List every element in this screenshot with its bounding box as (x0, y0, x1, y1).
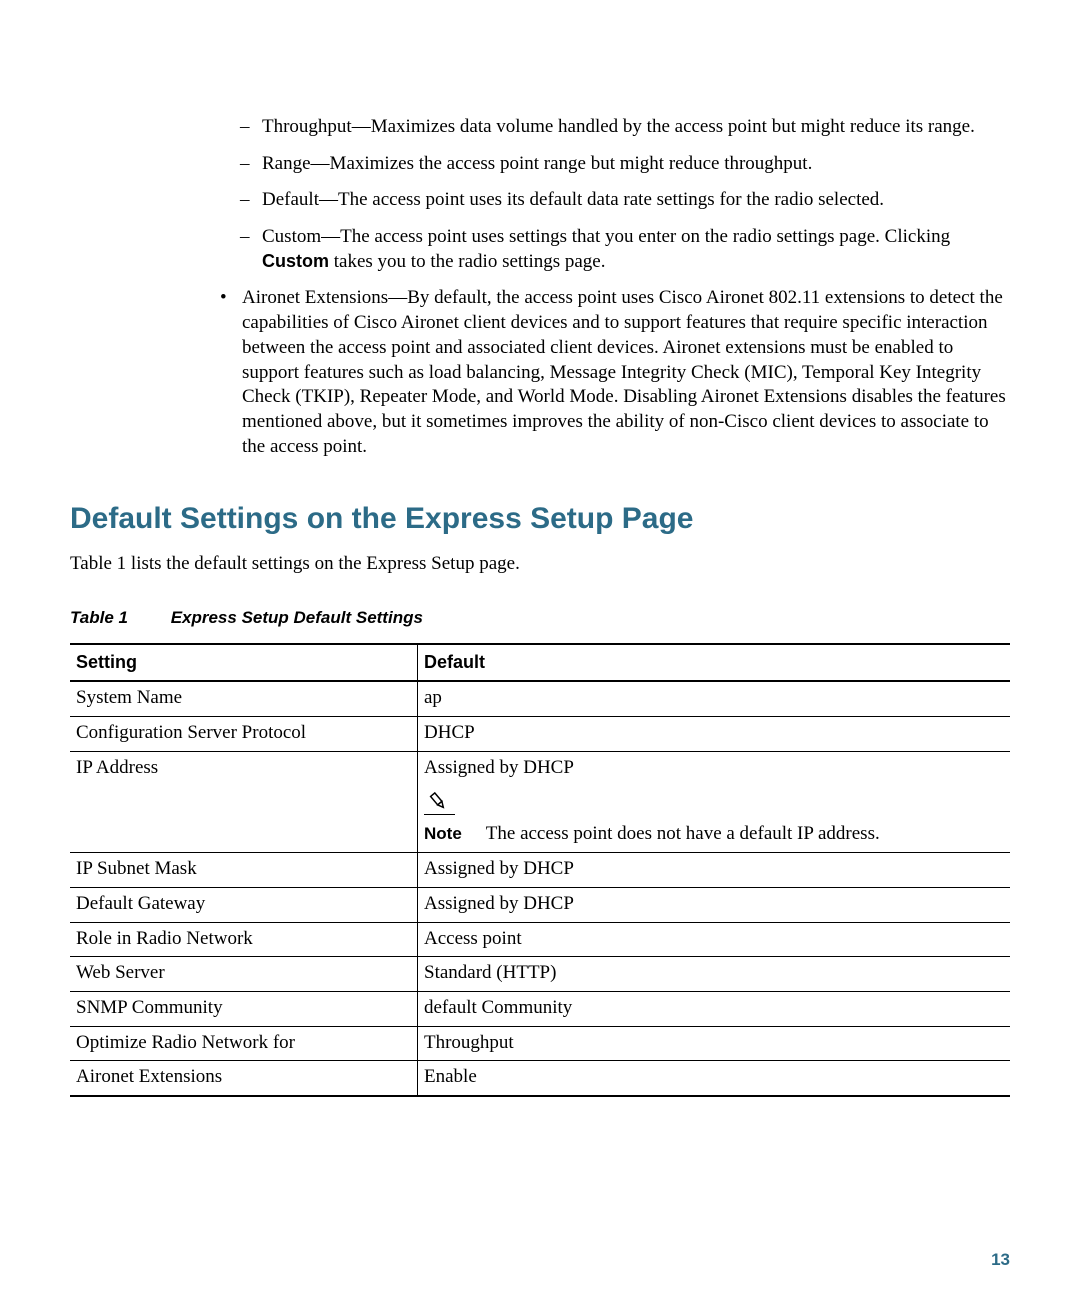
sub-option-tail: takes you to the radio settings page. (329, 251, 606, 272)
table-row: Web Server Standard (HTTP) (70, 957, 1010, 992)
table-row: IP Subnet Mask Assigned by DHCP (70, 853, 1010, 888)
cell-setting: SNMP Community (70, 991, 418, 1026)
table-row: Default Gateway Assigned by DHCP (70, 887, 1010, 922)
main-bullet-item: Aironet Extensions—By default, the acces… (220, 286, 1010, 459)
cell-default: DHCP (418, 717, 1011, 752)
table-row: Aironet Extensions Enable (70, 1061, 1010, 1096)
settings-table: Setting Default System Name ap Configura… (70, 643, 1010, 1097)
cell-setting: Default Gateway (70, 887, 418, 922)
table-row: Configuration Server Protocol DHCP (70, 717, 1010, 752)
cell-default: Standard (HTTP) (418, 957, 1011, 992)
cell-default: Enable (418, 1061, 1011, 1096)
page-number: 13 (991, 1249, 1010, 1271)
section-intro: Table 1 lists the default settings on th… (70, 552, 1010, 577)
sub-option-text: Default (262, 189, 319, 210)
section-heading: Default Settings on the Express Setup Pa… (70, 499, 1010, 538)
main-bullet-list: Aironet Extensions—By default, the acces… (180, 286, 1010, 459)
cell-setting: Role in Radio Network (70, 922, 418, 957)
table-caption: Table 1 Express Setup Default Settings (70, 607, 1010, 629)
cell-setting: IP Address (70, 751, 418, 852)
cell-default: Throughput (418, 1026, 1011, 1061)
cell-setting: IP Subnet Mask (70, 853, 418, 888)
sub-option-list: Throughput—Maximizes data volume handled… (200, 115, 1010, 274)
cell-setting: Web Server (70, 957, 418, 992)
cell-default-text: Assigned by DHCP (424, 757, 574, 778)
sub-option-desc: —The access point uses settings that you… (321, 226, 950, 247)
sub-option-item: Default—The access point uses its defaul… (240, 188, 1010, 213)
note-block (424, 790, 1004, 818)
sub-option-text: Custom (262, 226, 321, 247)
cell-default: Assigned by DHCP (418, 887, 1011, 922)
sub-option-text: Throughput (262, 116, 352, 137)
settings-table-body: System Name ap Configuration Server Prot… (70, 681, 1010, 1096)
table-caption-title: Express Setup Default Settings (171, 608, 423, 627)
sub-option-item: Throughput—Maximizes data volume handled… (240, 115, 1010, 140)
cell-default: ap (418, 681, 1011, 716)
table-header-default: Default (418, 644, 1011, 681)
table-row: SNMP Community default Community (70, 991, 1010, 1026)
sub-option-item: Range—Maximizes the access point range b… (240, 152, 1010, 177)
main-bullet-desc: —By default, the access point uses Cisco… (242, 287, 1006, 456)
table-caption-label: Table 1 (70, 608, 128, 627)
table-row: IP Address Assigned by DHCP (70, 751, 1010, 852)
cell-default: Assigned by DHCP (418, 853, 1011, 888)
cell-default: default Community (418, 991, 1011, 1026)
sub-option-desc: —Maximizes the access point range but mi… (311, 153, 813, 174)
note-text: The access point does not have a default… (486, 822, 880, 847)
table-row: Role in Radio Network Access point (70, 922, 1010, 957)
table-header-setting: Setting (70, 644, 418, 681)
cell-setting: Configuration Server Protocol (70, 717, 418, 752)
note-row: Note The access point does not have a de… (424, 822, 1004, 847)
sub-option-bold: Custom (262, 251, 329, 271)
cell-setting: System Name (70, 681, 418, 716)
sub-option-desc: —The access point uses its default data … (319, 189, 884, 210)
cell-default: Access point (418, 922, 1011, 957)
cell-setting: Aironet Extensions (70, 1061, 418, 1096)
sub-option-item: Custom—The access point uses settings th… (240, 225, 1010, 274)
note-icon (424, 790, 455, 815)
table-row: Optimize Radio Network for Throughput (70, 1026, 1010, 1061)
cell-setting: Optimize Radio Network for (70, 1026, 418, 1061)
sub-option-text: Range (262, 153, 311, 174)
main-bullet-term: Aironet Extensions (242, 287, 388, 308)
note-label: Note (424, 823, 462, 845)
cell-default: Assigned by DHCP Note Th (418, 751, 1011, 852)
sub-option-desc: —Maximizes data volume handled by the ac… (352, 116, 975, 137)
table-row: System Name ap (70, 681, 1010, 716)
